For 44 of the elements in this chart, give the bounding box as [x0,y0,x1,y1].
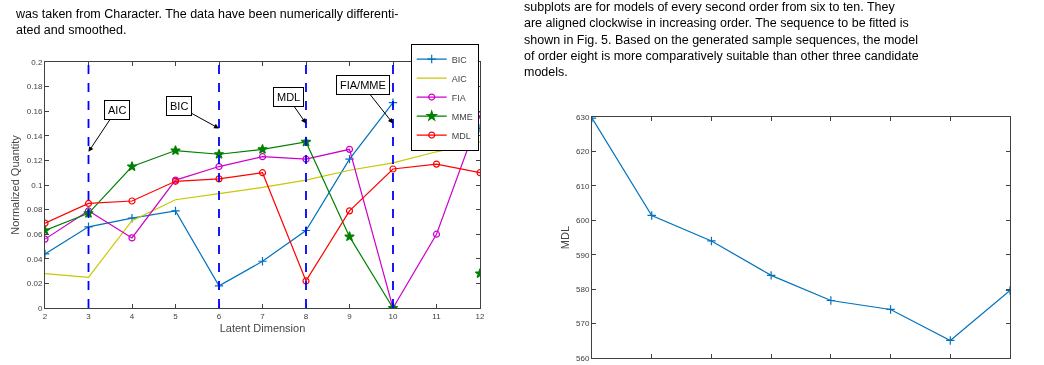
y-tick-label: 0.14 [26,131,43,141]
y-tick-label: 0.16 [26,107,43,116]
x-tick-label: 5 [173,311,179,321]
x-tick-label: 9 [347,311,353,321]
x-tick-label: 3 [86,311,92,321]
annotation: AIC [108,104,127,116]
y-tick-label: 600 [576,216,590,226]
y-tick-label: 580 [576,284,590,294]
x-tick-label: 2 [42,311,48,321]
y-tick-label: 560 [576,353,590,363]
x-axis-title: Latent Dimension [219,321,306,334]
y-axis-title: MDL [558,225,571,250]
y-tick-label: 570 [576,319,590,329]
x-tick-label: 8 [303,311,309,321]
text: was taken from Character. The data have been numerically differenti- ated and smoothed. [15,7,399,38]
y-axis-title: Normalized Quantity [9,134,22,235]
y-tick-label: 0.1 [31,180,43,190]
text: subplots are for models of every second order from six to ten. They are aligned clockwise in increasing order. The sequence to be fitted is shown in Fig. 5. Based on the generated sample sequences, the model of order eight is more comparatively suitable than other three candidate models. [524,0,919,79]
legend-label: BIC [451,54,468,65]
y-tick-label: 590 [576,250,590,260]
x-tick-label: 10 [388,311,398,321]
x-tick-label: 11 [432,311,442,321]
x-tick-label: 12 [475,311,485,321]
annotation: MDL [277,91,301,103]
y-tick-label: 0 [37,303,43,313]
y-tick-label: 0.18 [26,82,43,92]
y-tick-label: 0.08 [26,205,43,215]
legend-label: AIC [451,73,468,84]
legend-label: MME [451,111,473,122]
x-tick-label: 4 [129,311,135,321]
annotation: FIA/MME [340,79,386,91]
y-tick-label: 610 [576,181,590,191]
y-tick-label: 0.2 [31,57,43,67]
legend-label: FIA [451,92,466,103]
y-tick-label: 0.04 [26,254,43,264]
legend-label: MDL [451,130,471,141]
annotation: BIC [170,100,189,112]
y-tick-label: 0.06 [26,230,43,239]
x-tick-label: 6 [216,311,222,321]
y-tick-label: 620 [576,147,590,157]
y-tick-label: 0.12 [26,156,43,166]
y-tick-label: 630 [576,112,590,122]
x-tick-label: 7 [260,311,266,321]
y-tick-label: 0.02 [26,279,43,289]
